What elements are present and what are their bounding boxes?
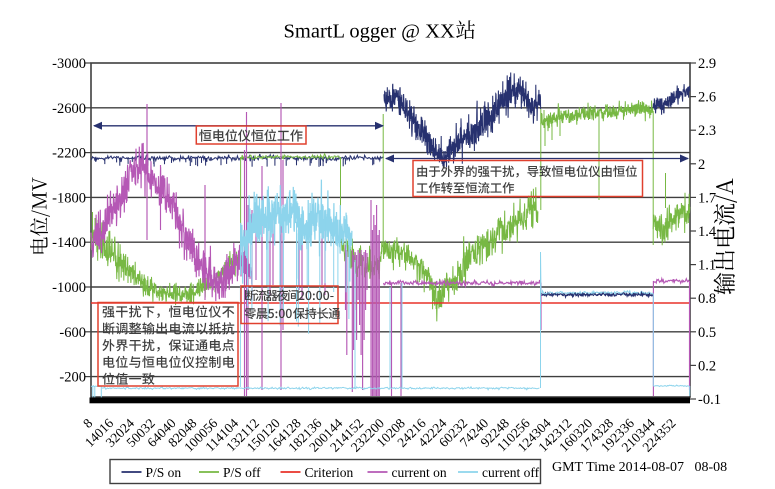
- svg-text:0.5: 0.5: [698, 325, 716, 341]
- svg-text:-2600: -2600: [52, 101, 86, 117]
- svg-text:-1400: -1400: [52, 235, 86, 251]
- svg-text:0.8: 0.8: [698, 291, 716, 307]
- svg-text:-600: -600: [59, 325, 86, 341]
- svg-text:Criterion: Criterion: [305, 465, 354, 480]
- svg-text:current off: current off: [482, 465, 540, 480]
- svg-text:2.3: 2.3: [698, 123, 716, 139]
- svg-text:-3000: -3000: [52, 56, 86, 72]
- svg-text:GMT Time 2014-08-07 08-08: GMT Time 2014-08-07 08-08: [552, 460, 727, 475]
- svg-text:0.2: 0.2: [698, 358, 716, 374]
- svg-text:P/S off: P/S off: [223, 465, 261, 480]
- svg-text:-2200: -2200: [52, 146, 86, 162]
- svg-text:SmartL ogger @ XX: SmartL ogger @ XX: [284, 21, 455, 43]
- svg-text:1.7: 1.7: [698, 190, 716, 206]
- svg-text:-1800: -1800: [52, 190, 86, 206]
- svg-text:P/S on: P/S on: [146, 465, 182, 480]
- svg-text:-1000: -1000: [52, 280, 86, 296]
- svg-text:2.9: 2.9: [698, 56, 716, 72]
- svg-text:2: 2: [698, 157, 705, 173]
- svg-text:-0.1: -0.1: [698, 392, 721, 408]
- svg-text:2.6: 2.6: [698, 90, 716, 106]
- svg-text:current on: current on: [392, 465, 447, 480]
- svg-text:1.1: 1.1: [698, 258, 716, 274]
- svg-text:-200: -200: [59, 370, 86, 386]
- svg-text:1.4: 1.4: [698, 224, 717, 240]
